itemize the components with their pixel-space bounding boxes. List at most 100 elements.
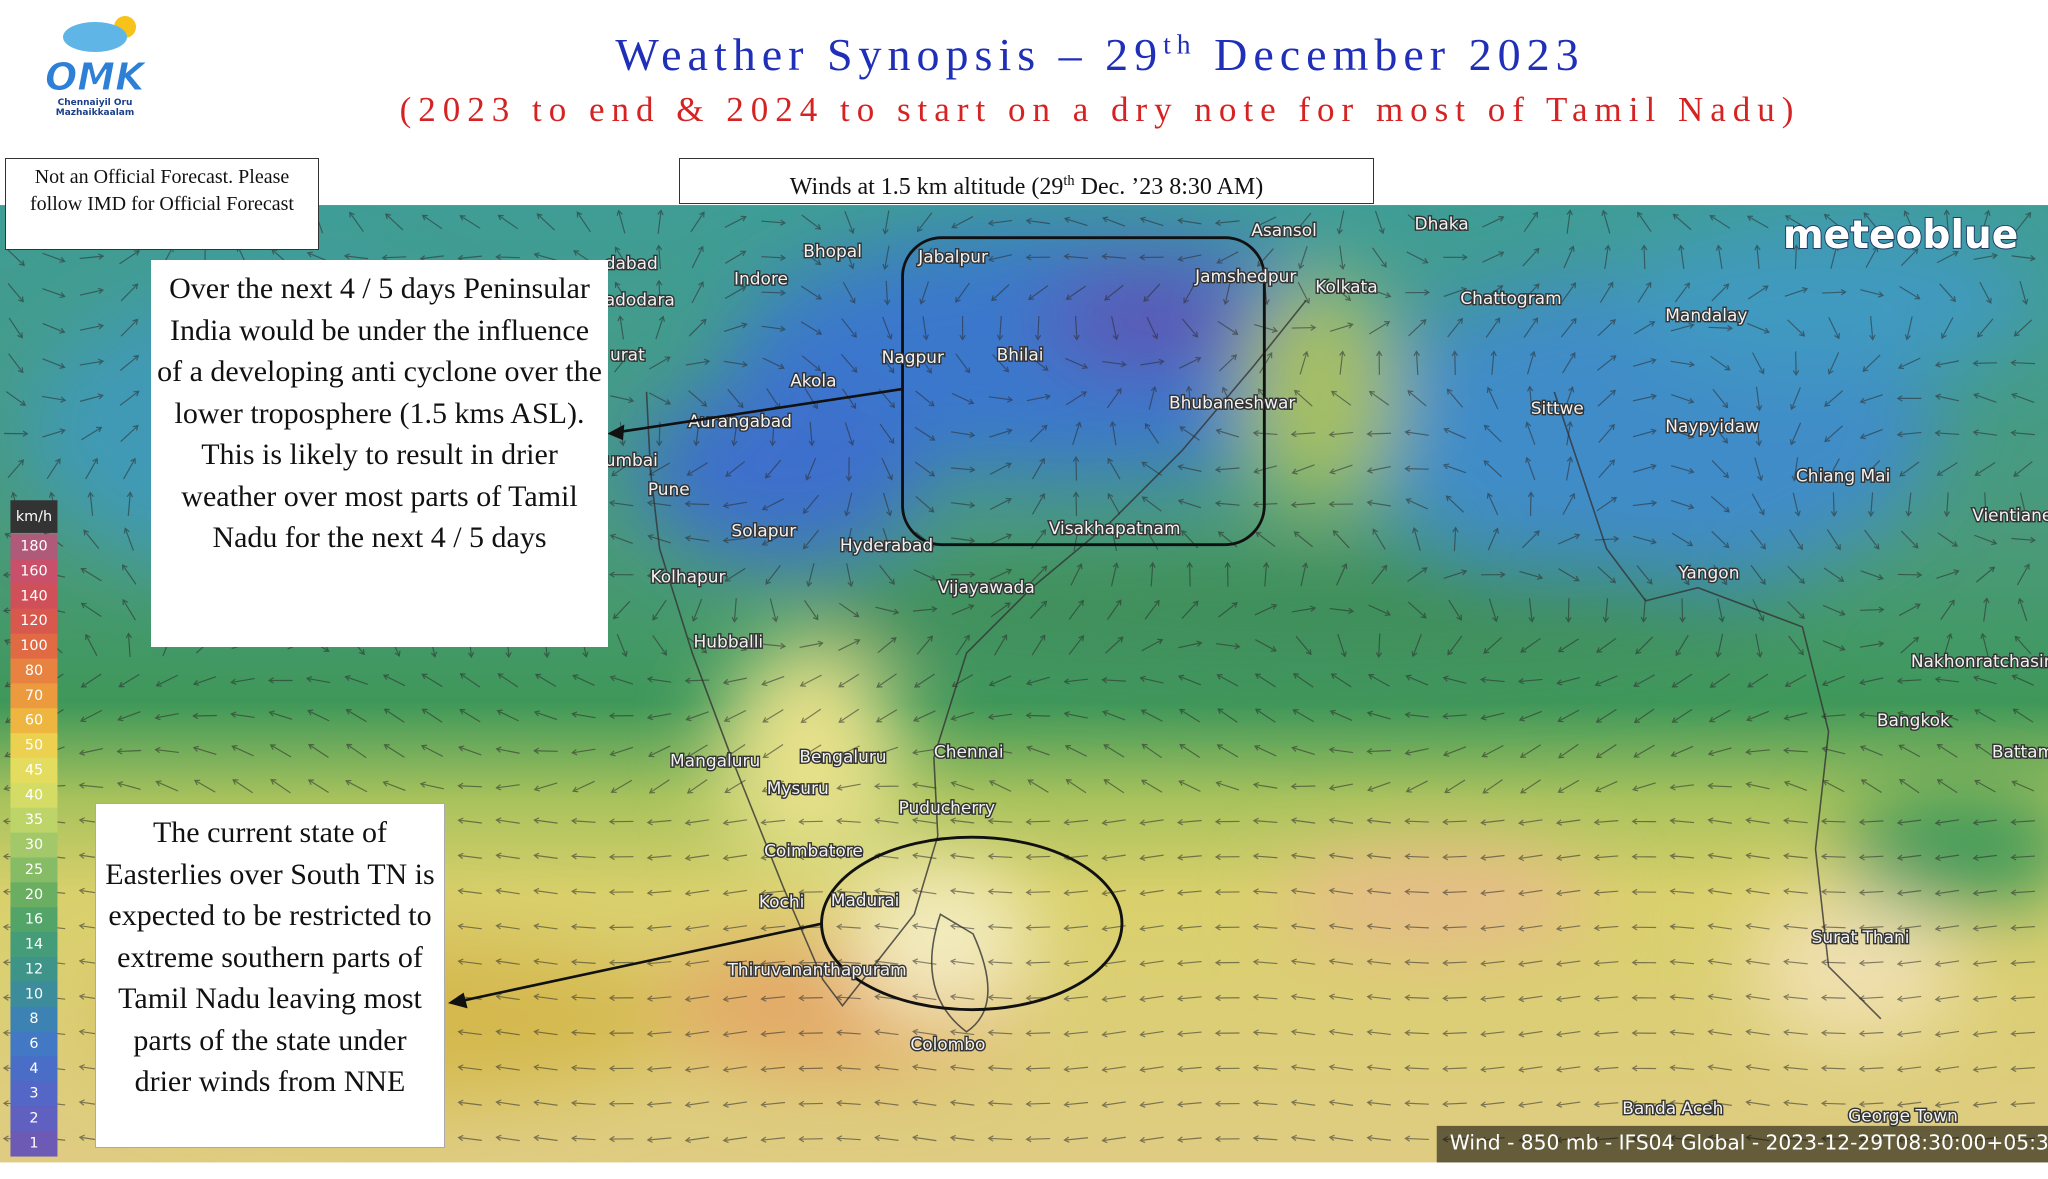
place-label: Vijayawada [938, 578, 1035, 598]
subtitle: (2023 to end & 2024 to start on a dry no… [399, 90, 1801, 129]
legend-swatch [10, 708, 58, 734]
place-label: Solapur [731, 522, 796, 542]
logo: OMK Chennaiyil Oru Mazhaikkaalam [42, 13, 148, 132]
place-label: dabad [605, 254, 658, 274]
place-labels: Asansol Dhaka Jabalpur Bhopal Indore Jamshedp… [603, 213, 2048, 1128]
legend-swatch [10, 857, 58, 884]
title: Weather Synopsis – 29th December 2023 [300, 28, 1900, 81]
arrow-line [616, 387, 902, 434]
caption-text: Winds at 1.5 km altitude (29 [789, 174, 1064, 200]
place-label: Asansol [1251, 221, 1317, 241]
legend-swatch [10, 1031, 58, 1058]
place-label: Colombo [910, 1035, 985, 1055]
legend-label: 70 [25, 688, 43, 704]
place-label: adodara [605, 290, 675, 310]
legend-label: 16 [25, 912, 43, 928]
place-label: Mangaluru [670, 751, 760, 771]
legend-label: 14 [25, 937, 43, 953]
legend-swatch [10, 683, 58, 709]
place-label: Indore [734, 270, 788, 290]
place-label: Coimbatore [764, 842, 863, 862]
place-label: Chattogram [1460, 289, 1561, 309]
legend-label: 25 [25, 862, 43, 878]
legend-swatch [10, 1131, 58, 1157]
legend-swatch [10, 758, 58, 784]
credit: Wind - 850 mb - IFS04 Global - 2023-12-2… [1450, 1131, 2048, 1155]
legend-label: 10 [25, 986, 43, 1002]
place-label: Vientiane [1972, 506, 2048, 526]
legend-swatch [10, 733, 58, 759]
legend-swatch [10, 956, 58, 983]
place-label: Bangkok [1877, 711, 1950, 731]
place-label: Mandalay [1665, 306, 1747, 326]
title-text: December 2023 [1196, 29, 1585, 80]
caption-text: Dec. ’23 8:30 AM) [1074, 174, 1264, 200]
place-label: Puducherry [899, 798, 995, 818]
place-label: Mysuru [767, 779, 829, 799]
place-label: Thiruvananthapuram [727, 960, 907, 980]
place-label: Sittwe [1531, 399, 1584, 419]
legend-label: 12 [25, 961, 43, 977]
legend-label: 120 [20, 613, 47, 629]
place-label: Kochi [759, 893, 804, 913]
annotation: The current state of Easterlies over Sou… [95, 803, 445, 1148]
place-label: Kolhapur [650, 567, 725, 587]
legend-label: 180 [20, 539, 47, 555]
legend-label: 4 [29, 1061, 38, 1077]
place-label: Kolkata [1315, 277, 1377, 297]
legend-swatch [10, 932, 58, 958]
legend-label: 35 [25, 812, 43, 828]
legend-label: 45 [25, 762, 43, 778]
legend-label: 6 [29, 1036, 38, 1052]
place-label: Pune [648, 480, 690, 500]
place-label: umbai [605, 451, 658, 471]
place-label: Nakhonratchasima [1911, 652, 2048, 672]
legend-label: 2 [29, 1111, 38, 1127]
place-label: Visakhapatnam [1049, 519, 1181, 539]
place-label: Bhilai [997, 345, 1044, 365]
legend-label: 40 [25, 787, 43, 803]
place-label: Battam [1992, 742, 2048, 762]
legend-swatch [10, 1081, 58, 1107]
legend-label: 140 [20, 588, 47, 604]
map-caption: Winds at 1.5 km altitude (29th Dec. ’23 … [679, 158, 1374, 204]
place-label: Banda Aceh [1622, 1099, 1723, 1119]
legend-swatch [10, 807, 58, 834]
place-label: George Town [1848, 1107, 1958, 1127]
place-label: Madurai [831, 891, 900, 911]
legend-swatch [10, 534, 58, 560]
place-label: Naypyidaw [1665, 417, 1759, 437]
place-label: Chiang Mai [1796, 467, 1890, 487]
legend-swatch [10, 658, 58, 685]
title-text: Weather Synopsis – 29 [615, 29, 1164, 80]
legend-label: 80 [25, 663, 43, 679]
legend-label: 50 [25, 738, 43, 754]
place-label: Hubballi [694, 633, 764, 653]
legend-swatch [10, 907, 58, 933]
legend-swatch [10, 832, 58, 859]
legend-swatch [10, 583, 58, 610]
place-label: Yangon [1677, 563, 1739, 583]
legend-label: 30 [25, 837, 43, 853]
place-label: Chennai [934, 742, 1004, 762]
map-area: Asansol Dhaka Jabalpur Bhopal Indore Jamshedp… [0, 205, 2048, 1163]
logo-tagline: Chennaiyil Oru Mazhaikkaalam [55, 98, 135, 118]
annotation: Over the next 4 / 5 days Peninsular Indi… [151, 260, 608, 647]
logo-mark: OMK [45, 55, 147, 99]
highlight-box [901, 236, 1266, 547]
brand: meteoblue [1783, 213, 2019, 258]
legend-label: 20 [25, 887, 43, 903]
credit-bar [1436, 1125, 2048, 1163]
arrow-head [607, 424, 625, 441]
legend-swatch [10, 782, 58, 809]
place-label: Bhubaneshwar [1169, 394, 1295, 414]
legend-swatch [10, 633, 58, 660]
legend-unit: km/h [16, 509, 52, 525]
legend: km/h 180 160 140 120 100 80 70 60 50 45 40 35 30 25 20 1… [10, 500, 58, 1157]
legend-label: 60 [25, 713, 43, 729]
legend-swatch [10, 981, 58, 1008]
caption-sup: th [1063, 173, 1075, 189]
place-label: Akola [790, 371, 836, 391]
